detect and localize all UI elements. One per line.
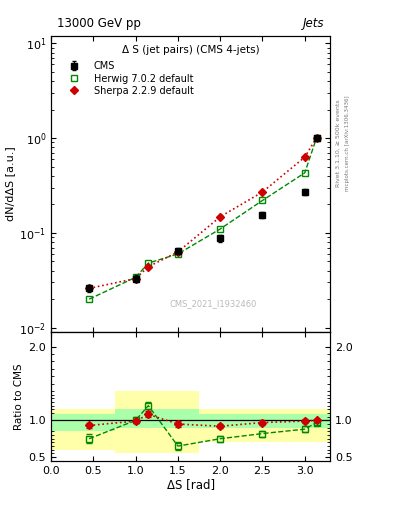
Sherpa 2.2.9 default — [176, 249, 180, 255]
Herwig 7.0.2 default — [133, 274, 138, 281]
Bar — [51, 409, 114, 450]
Herwig 7.0.2 default — [218, 226, 222, 232]
Bar — [199, 409, 330, 442]
Sherpa 2.2.9 default — [314, 135, 319, 141]
Text: 13000 GeV pp: 13000 GeV pp — [57, 17, 141, 30]
Sherpa 2.2.9 default — [146, 264, 151, 270]
Sherpa 2.2.9 default — [302, 154, 307, 160]
Line: Herwig 7.0.2 default: Herwig 7.0.2 default — [86, 135, 320, 302]
Text: Jets: Jets — [303, 17, 325, 30]
Herwig 7.0.2 default — [87, 296, 92, 302]
Bar — [114, 391, 199, 454]
Sherpa 2.2.9 default — [218, 214, 222, 220]
Text: Rivet 3.1.10, ≥ 500k events: Rivet 3.1.10, ≥ 500k events — [336, 99, 341, 187]
Herwig 7.0.2 default — [176, 251, 180, 257]
Herwig 7.0.2 default — [260, 198, 265, 204]
Text: Δ S (jet pairs) (CMS 4-jets): Δ S (jet pairs) (CMS 4-jets) — [122, 45, 259, 55]
Herwig 7.0.2 default — [314, 135, 319, 141]
Bar — [114, 409, 199, 428]
Y-axis label: dN/dΔS [a.u.]: dN/dΔS [a.u.] — [5, 146, 15, 221]
Bar — [51, 414, 114, 432]
Herwig 7.0.2 default — [302, 170, 307, 176]
Legend: CMS, Herwig 7.0.2 default, Sherpa 2.2.9 default: CMS, Herwig 7.0.2 default, Sherpa 2.2.9 … — [62, 61, 193, 96]
Text: CMS_2021_I1932460: CMS_2021_I1932460 — [169, 300, 257, 308]
Line: Sherpa 2.2.9 default: Sherpa 2.2.9 default — [86, 135, 320, 291]
X-axis label: ΔS [rad]: ΔS [rad] — [167, 478, 215, 492]
Y-axis label: Ratio to CMS: Ratio to CMS — [14, 363, 24, 430]
Herwig 7.0.2 default — [146, 260, 151, 266]
Bar — [199, 414, 330, 428]
Sherpa 2.2.9 default — [133, 275, 138, 282]
Sherpa 2.2.9 default — [260, 189, 265, 195]
Text: mcplots.cern.ch [arXiv:1306.3436]: mcplots.cern.ch [arXiv:1306.3436] — [345, 96, 350, 191]
Sherpa 2.2.9 default — [87, 285, 92, 291]
